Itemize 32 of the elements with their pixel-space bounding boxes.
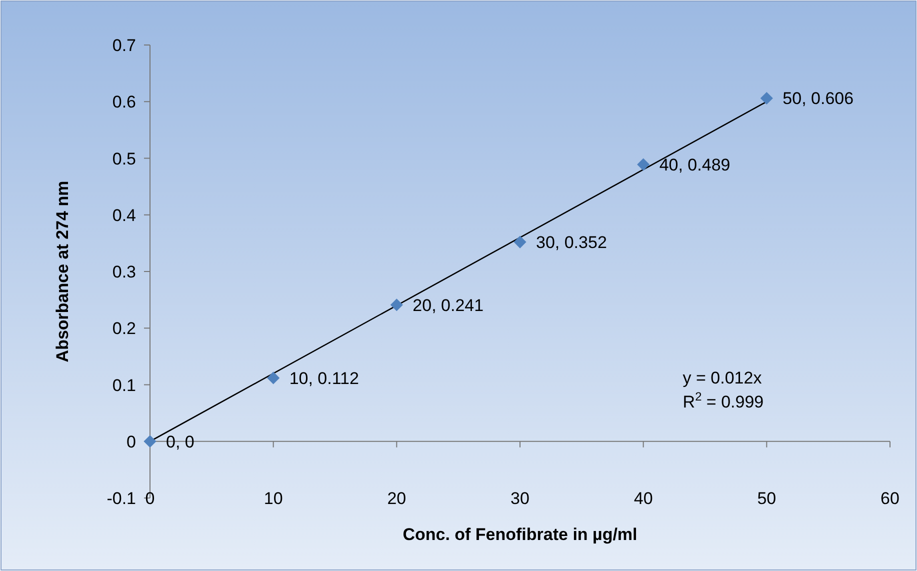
point [267,372,280,384]
x-tick-label: 10 [264,489,283,508]
x-axis-title: Conc. of Fenofibrate in µg/ml [402,525,638,544]
data-label: 10, 0.112 [289,368,359,388]
y-tick-label: 0.5 [112,149,136,168]
point [514,236,526,248]
y-tick-label: -0.1 [106,489,136,508]
x-tick-label: 50 [757,489,776,508]
data-label: 20, 0.241 [412,296,484,315]
y-tick-label: 0.1 [112,376,136,395]
data-label: 30, 0.352 [536,233,607,252]
y-tick-label: 0.2 [112,319,136,338]
annotation: y = 0.012x [682,368,762,388]
data-label: 0, 0 [166,432,194,452]
y-tick-label: 0 [126,432,136,452]
y-axis-title: Absorbance at 274 nm [53,180,72,362]
y-tick-label: 0.6 [112,92,136,112]
y-tick-label: 0.3 [112,262,136,282]
x-tick-label: 30 [510,489,530,508]
data-label: 40, 0.489 [659,155,730,174]
x-tick-label: 20 [387,489,406,508]
point [144,435,156,448]
x-tick-label: 40 [634,489,653,508]
annotation: R$^{2}$ = 0.999 [682,389,764,412]
y-tick-label: 0.7 [112,36,136,55]
y-tick-label: 0.4 [112,206,136,225]
point [637,158,650,171]
data-label: 50, 0.606 [782,89,854,108]
x-tick-label: 60 [880,489,900,508]
point [390,298,403,312]
point [760,92,773,104]
x-tick-label: 0 [145,489,155,508]
